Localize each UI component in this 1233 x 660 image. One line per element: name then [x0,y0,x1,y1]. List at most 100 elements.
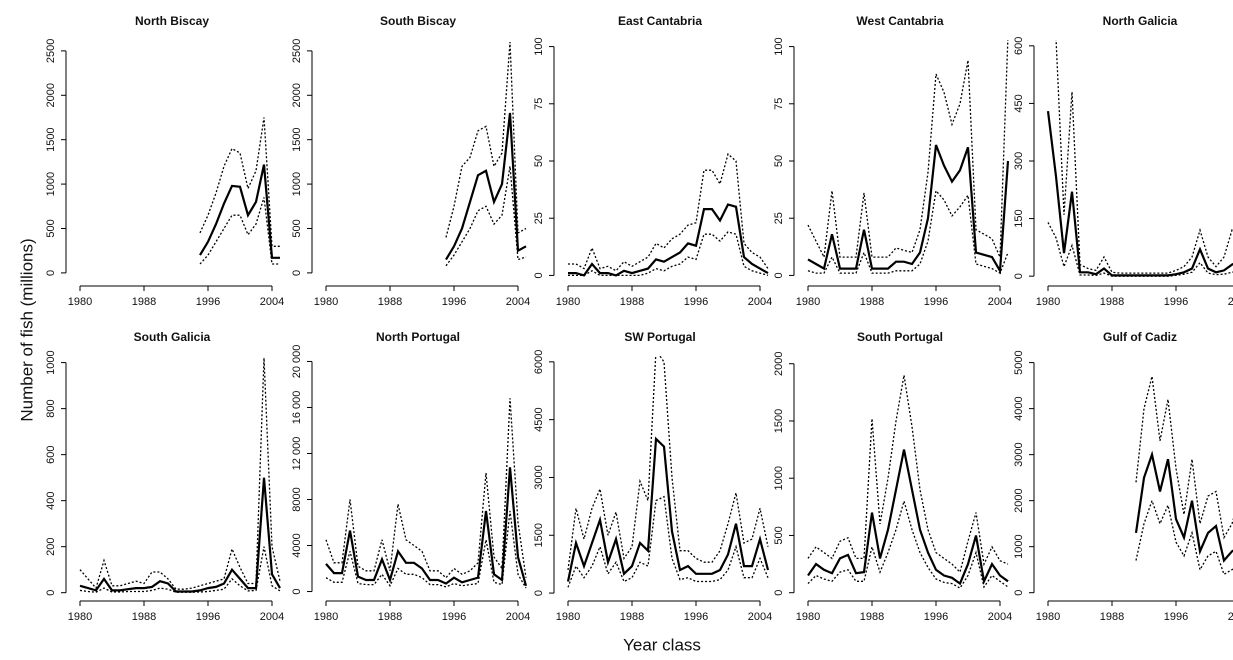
y-tick-label: 1000 [45,350,57,374]
series-line [445,112,527,261]
y-tick-label: 500 [45,219,57,237]
x-tick-label: 1988 [860,611,884,623]
series-line [79,357,281,590]
series-line [1135,498,1233,576]
y-tick-label: 1500 [45,127,57,151]
y-tick-label: 0 [773,272,785,278]
y-tick-label: 500 [773,526,785,544]
series-line [568,231,769,277]
y-tick-label: 4000 [291,533,303,557]
panel-title: North Portugal [376,330,460,344]
series-line [199,117,280,247]
y-tick-label: 2000 [773,351,785,375]
series-line [1134,450,1233,563]
y-axis-title: Number of fish (millions) [17,238,36,421]
x-tick-label: 1996 [924,296,948,308]
panel-title: South Portugal [857,330,943,344]
y-tick-label: 0 [291,270,303,276]
x-tick-label: 1996 [684,296,708,308]
x-tick-label: 2004 [1228,296,1233,308]
x-tick-label: 1988 [378,611,402,623]
x-tick-label: 1980 [314,296,338,308]
x-tick-label: 1988 [1100,296,1124,308]
y-tick-label: 3000 [533,465,545,489]
series-line [567,495,769,588]
x-tick-label: 2004 [506,611,530,623]
y-tick-label: 4000 [1013,396,1025,420]
y-tick-label: 2500 [45,39,57,63]
y-tick-label: 450 [1013,94,1025,112]
y-tick-label: 300 [1013,152,1025,170]
y-tick-label: 600 [45,445,57,463]
x-tick-label: 1996 [196,611,220,623]
series-line [325,510,527,589]
y-tick-label: 1000 [291,172,303,196]
series-line [566,436,770,582]
x-tick-label: 2004 [506,296,530,308]
x-tick-label: 1988 [378,296,402,308]
y-tick-label: 1000 [45,172,57,196]
y-tick-label: 1500 [291,127,303,151]
x-tick-label: 1980 [556,611,580,623]
panel-title: SW Portugal [624,330,695,344]
x-tick-label: 1996 [442,611,466,623]
x-tick-label: 1980 [796,611,820,623]
y-tick-label: 2500 [291,39,303,63]
y-tick-label: 25 [533,212,545,224]
panel-title: South Galicia [134,330,211,344]
series-line [1047,222,1233,277]
series-line [807,144,1010,275]
y-tick-label: 0 [45,590,57,596]
y-tick-label: 150 [1013,209,1025,227]
x-tick-label: 2004 [260,296,284,308]
y-tick-label: 20 000 [291,345,303,379]
x-tick-label: 1980 [556,296,580,308]
y-tick-label: 3000 [1013,442,1025,466]
series-line [807,189,1009,275]
series-line [567,356,769,571]
y-tick-label: 1000 [1013,534,1025,558]
series-line [79,546,281,593]
series-line [807,40,1009,260]
y-tick-label: 12 000 [291,437,303,471]
series-line [79,477,281,593]
series-line [807,449,1009,586]
x-tick-label: 1988 [1100,611,1124,623]
x-tick-label: 1980 [1036,296,1060,308]
y-tick-label: 1500 [773,409,785,433]
panel-title: West Cantabria [856,14,943,28]
x-axis-title: Year class [623,635,701,654]
x-tick-label: 1988 [860,296,884,308]
x-tick-label: 1980 [1036,611,1060,623]
series-line [807,498,1009,589]
y-tick-label: 0 [533,272,545,278]
panel-title: South Biscay [380,14,456,28]
y-tick-label: 25 [773,212,785,224]
series-line [807,375,1009,574]
y-tick-label: 75 [773,98,785,110]
x-tick-label: 2004 [748,611,772,623]
y-tick-label: 5000 [1013,350,1025,374]
x-tick-label: 1980 [68,611,92,623]
y-tick-label: 8000 [291,487,303,511]
series-line [1046,110,1233,277]
y-tick-label: 0 [533,590,545,596]
y-tick-label: 75 [533,98,545,110]
panel-title: Gulf of Cadiz [1103,330,1177,344]
x-tick-label: 1988 [620,296,644,308]
y-tick-label: 6000 [533,350,545,374]
x-tick-label: 2004 [748,296,772,308]
x-tick-label: 1996 [1164,296,1188,308]
y-tick-label: 4500 [533,407,545,431]
y-tick-label: 0 [773,590,785,596]
y-tick-label: 400 [45,491,57,509]
x-tick-label: 2004 [988,296,1012,308]
y-tick-label: 2000 [291,83,303,107]
y-tick-label: 100 [773,37,785,55]
y-tick-label: 0 [1013,590,1025,596]
y-tick-label: 2000 [1013,488,1025,512]
series-line [325,467,528,587]
x-tick-label: 1988 [132,296,156,308]
x-tick-label: 1996 [442,296,466,308]
